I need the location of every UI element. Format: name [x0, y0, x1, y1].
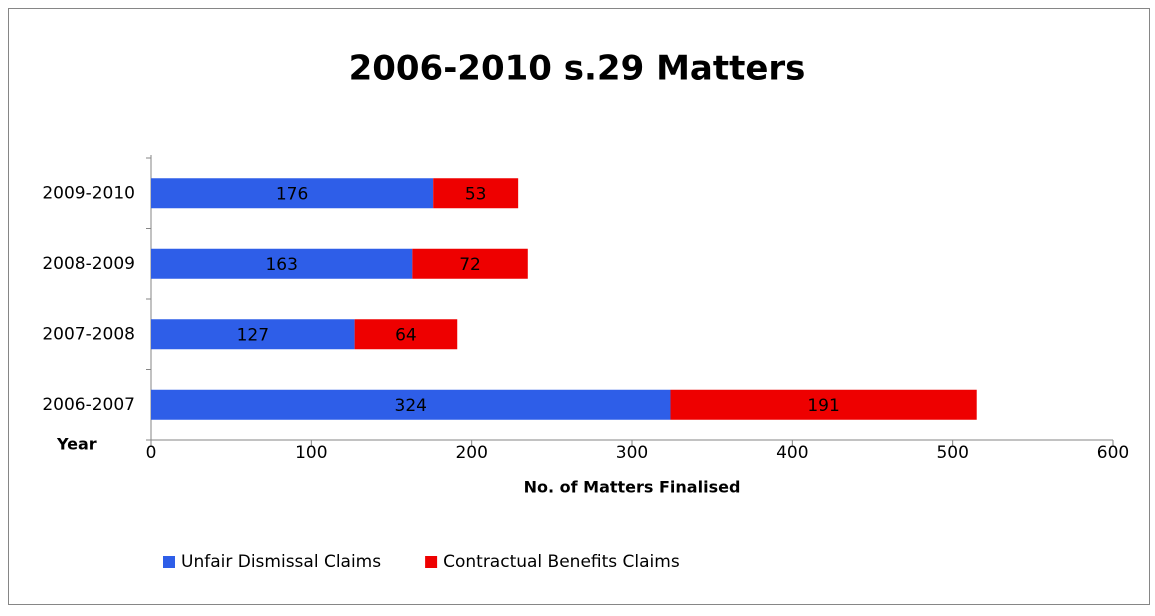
bar-segment	[151, 319, 355, 350]
y-tick-label: 2007-2008	[42, 324, 135, 344]
data-label: 127	[237, 325, 269, 345]
x-tick-label: 300	[616, 443, 648, 463]
legend-label: Unfair Dismissal Claims	[181, 552, 381, 572]
data-label: 163	[265, 255, 297, 275]
y-tick-label: 2008-2009	[42, 254, 135, 274]
data-label: 53	[465, 184, 487, 204]
bar-segment	[433, 178, 519, 209]
bar-segment	[151, 389, 671, 420]
x-tick-label: 0	[146, 443, 157, 463]
legend-label: Contractual Benefits Claims	[443, 552, 680, 572]
data-label: 72	[459, 255, 481, 275]
x-tick-label: 100	[295, 443, 327, 463]
chart-border	[8, 8, 1150, 605]
data-label: 191	[807, 396, 839, 416]
y-tick-label: 2009-2010	[42, 183, 135, 203]
data-label: 324	[395, 396, 427, 416]
data-label: 176	[276, 184, 308, 204]
x-axis-title: No. of Matters Finalised	[524, 478, 741, 497]
chart-title: 2006-2010 s.29 Matters	[349, 49, 806, 89]
legend-swatch	[425, 556, 438, 568]
y-tick-label: 2006-2007	[42, 395, 135, 415]
bar-segment	[412, 248, 528, 279]
bar-segment	[354, 319, 458, 350]
legend-swatch	[163, 556, 175, 568]
x-tick-label: 400	[776, 443, 808, 463]
bar-segment	[670, 389, 977, 420]
x-tick-label: 600	[1097, 443, 1129, 463]
bar-segment	[151, 248, 413, 279]
bar-segment	[151, 178, 434, 209]
x-tick-label: 200	[455, 443, 487, 463]
x-tick-label: 500	[936, 443, 968, 463]
data-label: 64	[395, 325, 417, 345]
y-axis-title: Year	[56, 435, 97, 454]
